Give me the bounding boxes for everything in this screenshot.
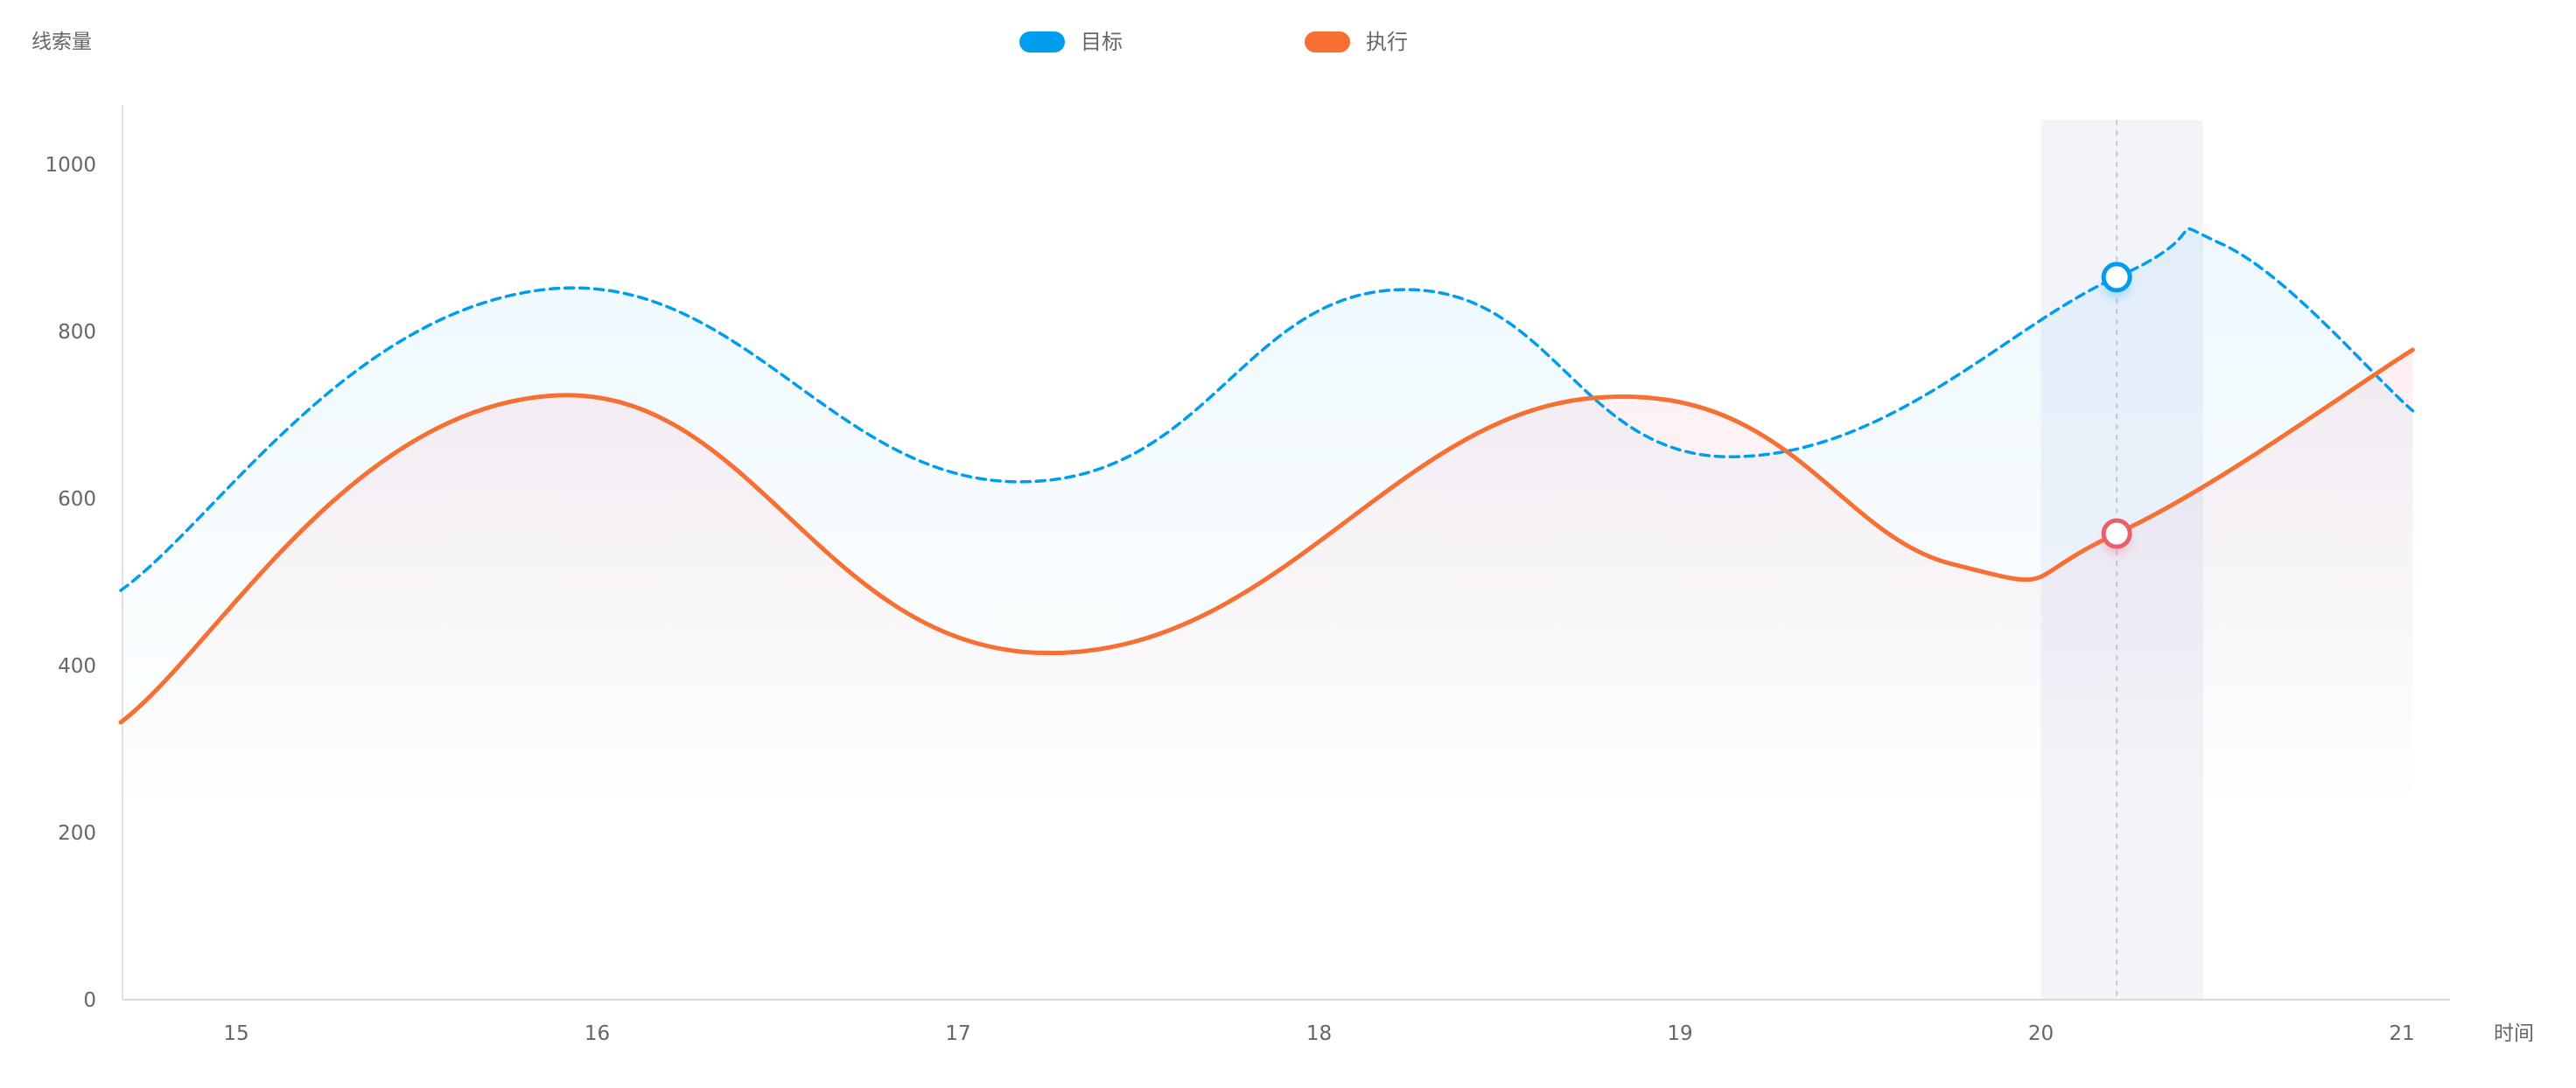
y-tick-label: 1000	[45, 154, 96, 177]
legend-label-exec: 执行	[1366, 30, 1408, 54]
x-tick-label: 16	[584, 1022, 610, 1045]
legend[interactable]: 目标 执行	[1019, 30, 1408, 54]
y-tick-label: 400	[58, 655, 96, 678]
y-tick-label: 600	[58, 488, 96, 511]
legend-swatch-target	[1019, 31, 1065, 52]
legend-item-target[interactable]: 目标	[1019, 30, 1123, 54]
hover-point-target[interactable]	[2101, 262, 2132, 293]
x-tick-label: 20	[2028, 1022, 2054, 1045]
y-axis-ticks: 0 200 400 600 800 1000	[45, 154, 96, 1012]
x-tick-label: 18	[1306, 1022, 1332, 1045]
x-tick-label: 19	[1667, 1022, 1692, 1045]
x-axis-ticks: 15 16 17 18 19 20 21	[223, 1022, 2414, 1045]
hover-point-exec[interactable]	[2101, 518, 2132, 549]
y-axis-title: 线索量	[32, 31, 92, 53]
x-tick-label: 21	[2389, 1022, 2414, 1045]
legend-swatch-exec	[1305, 31, 1350, 52]
series-line-target[interactable]	[119, 227, 2415, 592]
x-axis-title: 时间	[2494, 1022, 2534, 1045]
legend-item-exec[interactable]: 执行	[1305, 30, 1408, 54]
series-line-exec[interactable]	[118, 347, 2415, 725]
y-tick-label: 200	[58, 822, 96, 845]
x-tick-label: 17	[945, 1022, 970, 1045]
x-tick-label: 15	[223, 1022, 248, 1045]
legend-label-target: 目标	[1081, 30, 1123, 54]
hover-points	[2101, 262, 2132, 555]
y-tick-label: 800	[58, 321, 96, 344]
y-tick-label: 0	[83, 989, 96, 1012]
series-layer	[118, 227, 2415, 808]
